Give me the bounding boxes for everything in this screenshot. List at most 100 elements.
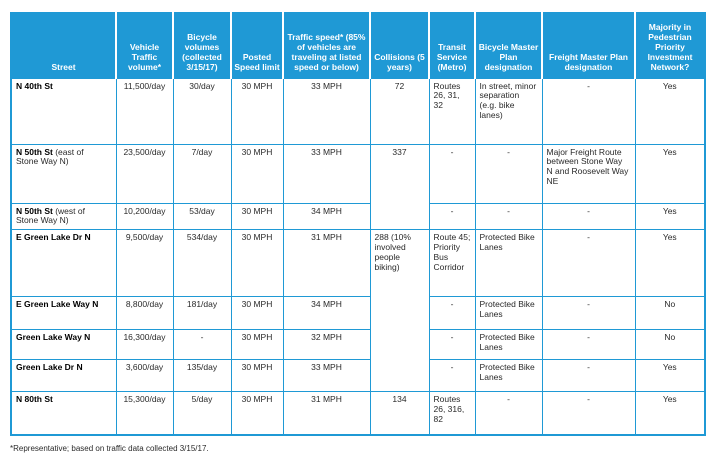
cell-freight-plan: - xyxy=(541,329,636,361)
cell-posted-speed: 30 MPH xyxy=(230,143,284,204)
cell-bicycle-plan: Protected Bike Lanes xyxy=(474,296,543,331)
col-header-bicycle-plan: Bicycle Master Plan designation xyxy=(474,13,542,79)
cell-bicycle-plan: - xyxy=(474,391,543,436)
cell-traffic-speed: 34 MPH xyxy=(282,202,371,231)
cell-traffic-speed: 31 MPH xyxy=(282,391,371,436)
cell-traffic-speed: 32 MPH xyxy=(282,329,371,361)
table-row: E Green Lake Way N 8,800/day 181/day 30 … xyxy=(10,296,706,331)
col-header-traffic-speed: Traffic speed* (85% of vehicles are trav… xyxy=(282,13,370,79)
cell-vehicle-volume: 11,500/day xyxy=(115,77,174,145)
cell-freight-plan: - xyxy=(541,359,636,393)
street-name: E Green Lake Way N xyxy=(16,299,99,310)
cell-vehicle-volume: 10,200/day xyxy=(115,202,174,231)
cell-bicycle-plan: Protected Bike Lanes xyxy=(474,359,543,393)
cell-traffic-speed: 33 MPH xyxy=(282,359,371,393)
cell-vehicle-volume: 9,500/day xyxy=(115,229,174,298)
cell-freight-plan: - xyxy=(541,77,636,145)
col-header-street: Street xyxy=(11,13,116,79)
cell-street: E Green Lake Dr N xyxy=(10,229,117,298)
cell-bicycle-plan: Protected Bike Lanes xyxy=(474,229,543,298)
cell-traffic-speed: 33 MPH xyxy=(282,143,371,204)
col-header-posted-speed: Posted Speed limit xyxy=(230,13,283,79)
cell-posted-speed: 30 MPH xyxy=(230,359,284,393)
cell-bicycle-volume: 53/day xyxy=(172,202,232,231)
street-name: N 50th St xyxy=(16,205,53,216)
table-row: Green Lake Way N 16,300/day - 30 MPH 32 … xyxy=(10,329,706,361)
col-header-bicycle-volume: Bicycle volumes (collected 3/15/17) xyxy=(172,13,231,79)
cell-street: N 50th St (west of Stone Way N) xyxy=(10,202,117,231)
street-note: (west of Stone Way N) xyxy=(16,205,85,226)
cell-collisions: 134 xyxy=(369,391,430,436)
cell-street: E Green Lake Way N xyxy=(10,296,117,331)
cell-street: N 50th St (east of Stone Way N) xyxy=(10,143,117,204)
cell-pedestrian-network: Yes xyxy=(634,229,706,298)
cell-freight-plan: - xyxy=(541,202,636,231)
table-row: N 40th St 11,500/day 30/day 30 MPH 33 MP… xyxy=(10,77,706,145)
cell-freight-plan: - xyxy=(541,229,636,298)
cell-street: Green Lake Way N xyxy=(10,329,117,361)
street-name: N 80th St xyxy=(16,394,53,405)
cell-transit-service: Routes 26, 316, 82 xyxy=(428,391,476,436)
cell-pedestrian-network: No xyxy=(634,329,706,361)
cell-posted-speed: 30 MPH xyxy=(230,296,284,331)
header-row: Street Vehicle Traffic volume* Bicycle v… xyxy=(11,13,705,79)
cell-bicycle-volume: 30/day xyxy=(172,77,232,145)
cell-transit-service: - xyxy=(428,143,476,204)
col-header-transit-service: Transit Service (Metro) xyxy=(428,13,475,79)
col-header-collisions: Collisions (5 years) xyxy=(369,13,429,79)
table-row: N 80th St 15,300/day 5/day 30 MPH 31 MPH… xyxy=(10,391,706,436)
cell-freight-plan: Major Freight Route between Stone Way N … xyxy=(541,143,636,204)
cell-bicycle-plan: - xyxy=(474,202,543,231)
cell-bicycle-volume: 534/day xyxy=(172,229,232,298)
cell-bicycle-volume: 135/day xyxy=(172,359,232,393)
cell-posted-speed: 30 MPH xyxy=(230,329,284,361)
cell-bicycle-volume: 7/day xyxy=(172,143,232,204)
cell-street: N 80th St xyxy=(10,391,117,436)
cell-pedestrian-network: Yes xyxy=(634,77,706,145)
cell-freight-plan: - xyxy=(541,296,636,331)
cell-transit-service: - xyxy=(428,202,476,231)
cell-vehicle-volume: 15,300/day xyxy=(115,391,174,436)
cell-transit-service: Route 45; Priority Bus Corridor xyxy=(428,229,476,298)
traffic-data-table: Street Vehicle Traffic volume* Bicycle v… xyxy=(10,12,706,436)
cell-vehicle-volume: 16,300/day xyxy=(115,329,174,361)
cell-bicycle-plan: In street, minor separation (e.g. bike l… xyxy=(474,77,543,145)
table-row: N 50th St (west of Stone Way N) 10,200/d… xyxy=(10,202,706,231)
cell-street: N 40th St xyxy=(10,77,117,145)
cell-transit-service: - xyxy=(428,296,476,331)
table-row: Green Lake Dr N 3,600/day 135/day 30 MPH… xyxy=(10,359,706,393)
cell-bicycle-plan: Protected Bike Lanes xyxy=(474,329,543,361)
col-header-freight-plan: Freight Master Plan designation xyxy=(541,13,635,79)
cell-posted-speed: 30 MPH xyxy=(230,77,284,145)
cell-pedestrian-network: Yes xyxy=(634,202,706,231)
cell-pedestrian-network: No xyxy=(634,296,706,331)
cell-pedestrian-network: Yes xyxy=(634,143,706,204)
cell-traffic-speed: 31 MPH xyxy=(282,229,371,298)
table-row: E Green Lake Dr N 9,500/day 534/day 30 M… xyxy=(10,229,706,393)
cell-bicycle-plan: - xyxy=(474,143,543,204)
cell-bicycle-volume: 181/day xyxy=(172,296,232,331)
cell-street: Green Lake Dr N xyxy=(10,359,117,393)
cell-traffic-speed: 33 MPH xyxy=(282,77,371,145)
street-name: E Green Lake Dr N xyxy=(16,232,91,243)
cell-transit-service: Routes 26, 31, 32 xyxy=(428,77,476,145)
cell-vehicle-volume: 8,800/day xyxy=(115,296,174,331)
cell-collisions: 337 xyxy=(369,143,430,231)
cell-pedestrian-network: Yes xyxy=(634,359,706,393)
street-name: N 50th St xyxy=(16,146,53,157)
cell-posted-speed: 30 MPH xyxy=(230,202,284,231)
cell-bicycle-volume: - xyxy=(172,329,232,361)
cell-transit-service: - xyxy=(428,329,476,361)
cell-collisions: 288 (10% involved people biking) xyxy=(369,229,430,393)
cell-transit-service: - xyxy=(428,359,476,393)
cell-vehicle-volume: 23,500/day xyxy=(115,143,174,204)
table-header: Street Vehicle Traffic volume* Bicycle v… xyxy=(11,13,705,79)
cell-bicycle-volume: 5/day xyxy=(172,391,232,436)
cell-posted-speed: 30 MPH xyxy=(230,391,284,436)
cell-traffic-speed: 34 MPH xyxy=(282,296,371,331)
cell-collisions: 72 xyxy=(369,77,430,145)
col-header-pedestrian-network: Majority in Pedestrian Priority Investme… xyxy=(634,13,705,79)
street-name: N 40th St xyxy=(16,80,53,91)
cell-freight-plan: - xyxy=(541,391,636,436)
